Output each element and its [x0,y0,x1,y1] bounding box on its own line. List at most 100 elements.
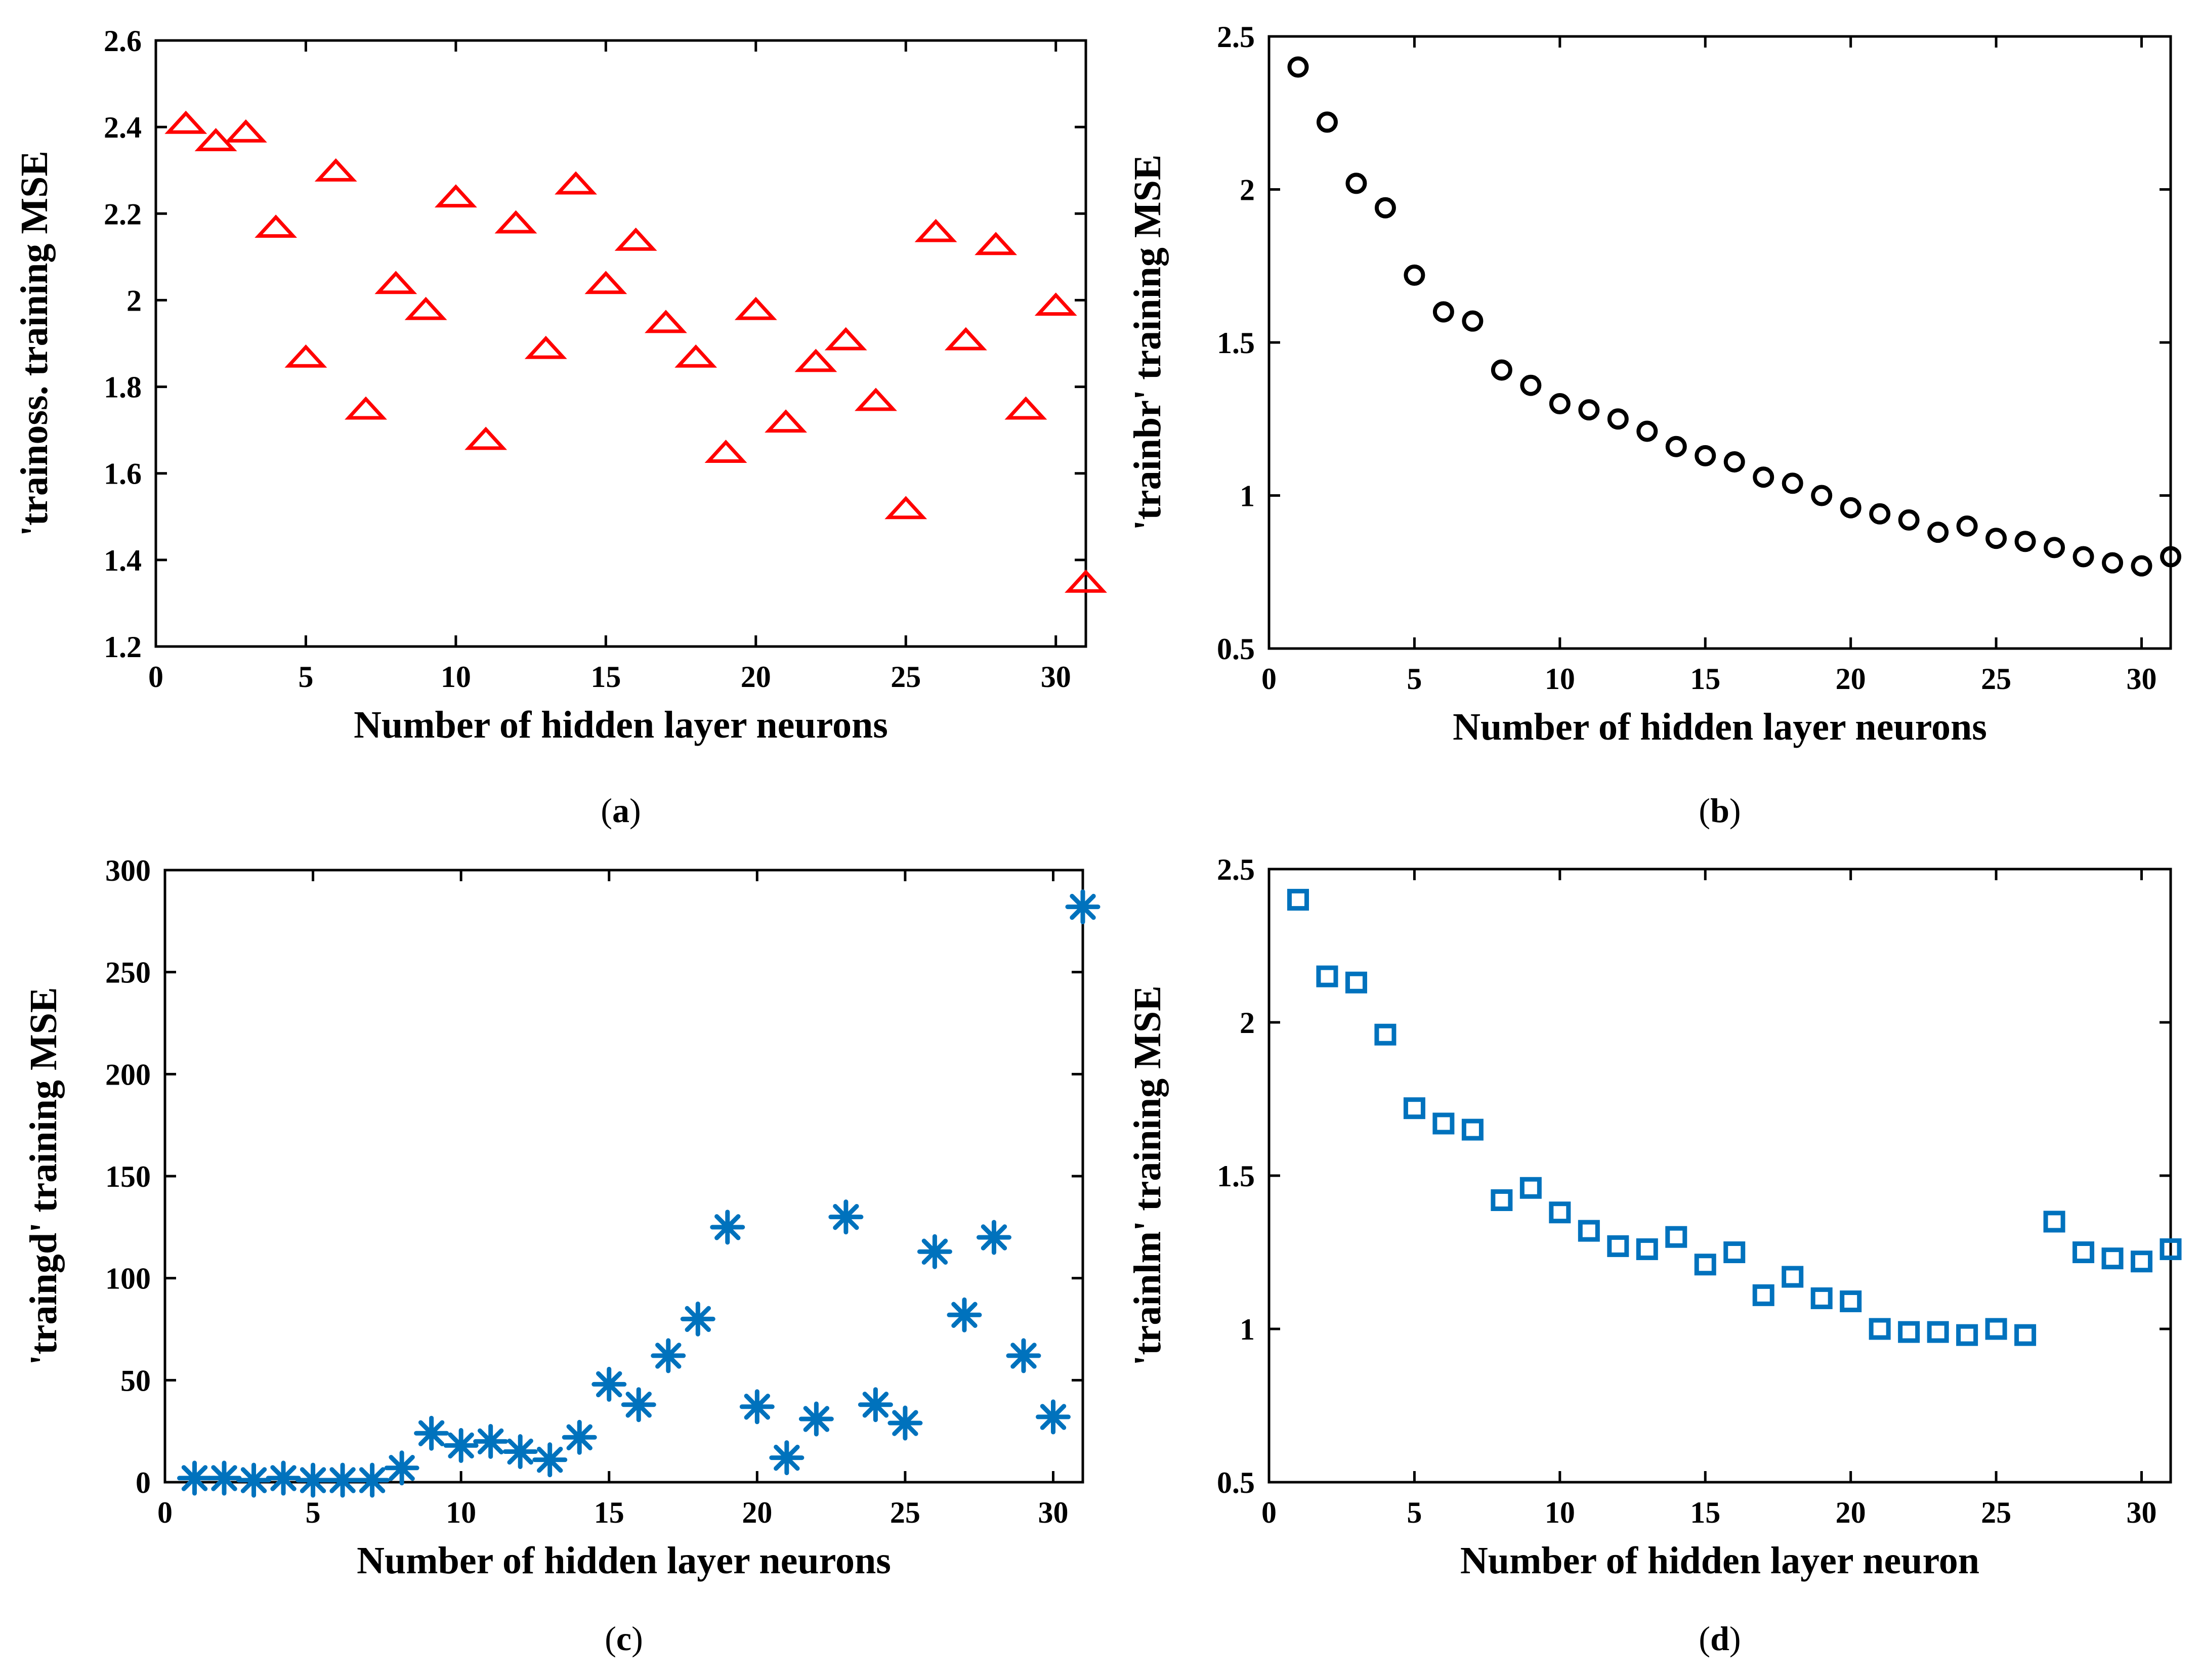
data-point [2131,1251,2153,1273]
x-tick-label: 25 [1981,1496,2011,1529]
data-point [1461,1118,1484,1141]
data-point [2160,1238,2182,1260]
data-point [1345,173,1367,194]
y-tick-label: 200 [105,1058,151,1091]
data-point [473,1424,509,1459]
y-tick-label: 0.5 [1217,632,1255,666]
data-point [947,1297,982,1332]
x-tick-label: 20 [742,1496,772,1529]
y-tick-label: 50 [120,1364,151,1397]
x-tick-label: 20 [741,660,771,694]
y-axis-label: 'traingd' training MSE [22,987,65,1365]
panel-a: 0 5 10 15 20 25 30 1.2 1.4 1.6 1.8 2 2.2 2.4 2.6 Number… [13,24,1107,830]
x-tick-label: 25 [890,1496,920,1529]
data-point [355,1462,390,1498]
data-point [502,1434,538,1469]
y-tick-label: 1.6 [104,457,142,491]
data-point [555,171,598,195]
data-point [1374,197,1396,219]
x-tick-label: 30 [1041,660,1071,694]
data-point [887,1405,923,1441]
data-point [2072,546,2094,568]
data-point [434,184,477,208]
data-points [1287,56,2181,577]
data-point [2102,552,2124,574]
data-points [164,110,1107,593]
data-point [384,1450,419,1486]
x-axis-label: Number of hidden layer neurons [357,1539,891,1582]
data-point [284,344,327,368]
data-point [1006,1338,1041,1373]
data-point [1432,301,1454,323]
y-tick-label: 300 [105,854,151,887]
data-point [562,1419,597,1455]
data-point [524,335,567,359]
data-point [345,396,387,420]
data-point [1520,374,1542,396]
x-tick-label: 25 [891,660,921,694]
panel-label: (a) [601,791,641,830]
y-axis-label: 'trainoss. training MSE [13,151,56,536]
data-point [1840,497,1861,519]
data-point [414,1415,449,1451]
data-point [1035,1399,1071,1435]
x-tick-label: 15 [1690,662,1720,696]
panel-label-letter: d [1710,1619,1729,1658]
x-tick-label: 15 [590,660,621,694]
data-point [1607,1235,1629,1257]
data-point [1782,472,1803,494]
data-point [2014,1324,2037,1346]
data-point [314,158,357,182]
data-point [704,440,747,463]
data-point [295,1462,331,1498]
data-point [1811,485,1833,506]
y-tick-label: 1.2 [104,630,142,664]
x-tick-label: 10 [441,660,471,694]
x-tick-label: 5 [1407,662,1422,696]
data-point [644,310,687,333]
data-point [739,1389,775,1425]
data-point [1752,1284,1774,1306]
data-point [194,128,237,151]
data-point [976,1220,1011,1255]
data-point [1636,420,1658,442]
data-point [443,1428,479,1463]
data-points [177,889,1101,1498]
data-point [1432,1112,1455,1135]
y-tick-label: 1.8 [104,371,142,404]
data-points [1287,889,2182,1346]
data-point [2131,555,2152,577]
data-point [1287,889,1309,911]
data-point [1810,1287,1833,1309]
data-point [1723,451,1745,472]
x-tick-label: 20 [1836,1496,1866,1529]
y-tick-label: 2.6 [104,24,142,58]
data-point [2160,546,2181,568]
data-point [255,214,298,238]
data-point [944,327,987,351]
data-point [325,1462,360,1498]
axes-frame [1267,35,2172,650]
x-tick-label: 20 [1836,662,1866,696]
data-point [1985,528,2007,549]
data-point [584,271,627,294]
y-tick-label: 1 [1240,1313,1255,1346]
y-tick-label: 2.5 [1217,853,1255,886]
x-tick-label: 30 [1038,1496,1068,1529]
x-tick-label: 5 [306,1496,321,1529]
data-point [1578,399,1600,421]
data-point [1636,1238,1658,1260]
y-tick-label: 0 [136,1466,151,1499]
data-point [532,1442,568,1478]
data-point [1607,408,1629,430]
data-point [917,1234,952,1269]
data-point [1665,1226,1687,1248]
x-tick-label: 30 [2127,662,2157,696]
data-point [1004,396,1047,420]
data-point [975,232,1018,255]
panel-label: (b) [1699,791,1741,830]
y-tick-label: 250 [105,956,151,989]
data-point [651,1338,686,1373]
panel-d: 0 5 10 15 20 25 30 0.5 1 1.5 2 2.5 Number of hidden … [1126,853,2182,1658]
